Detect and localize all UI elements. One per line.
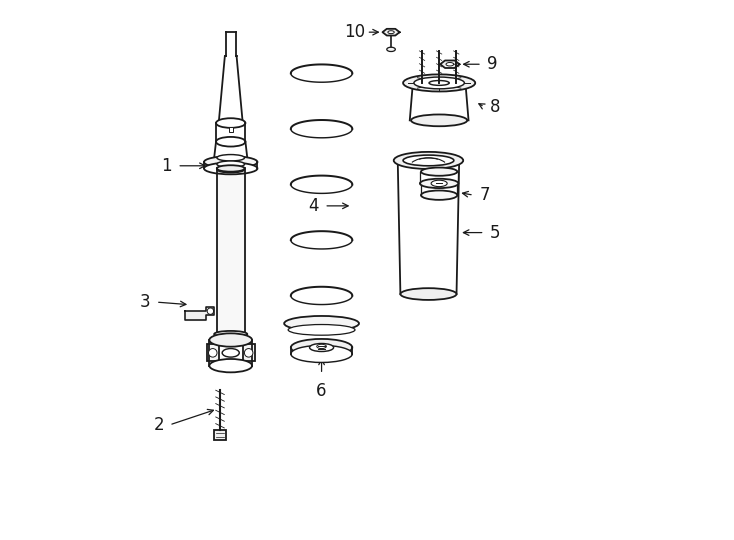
Ellipse shape [291, 346, 352, 362]
Ellipse shape [284, 316, 359, 331]
Ellipse shape [403, 155, 454, 166]
Bar [243, 345, 255, 361]
Ellipse shape [222, 348, 239, 357]
Text: 4: 4 [308, 197, 319, 215]
Polygon shape [398, 160, 459, 294]
Text: 8: 8 [490, 98, 501, 116]
Ellipse shape [446, 63, 454, 66]
Bar [207, 345, 219, 361]
Circle shape [208, 348, 217, 357]
Ellipse shape [214, 331, 247, 338]
Text: 10: 10 [344, 23, 366, 41]
Ellipse shape [216, 137, 245, 146]
Ellipse shape [288, 325, 355, 335]
Ellipse shape [217, 165, 244, 172]
Text: 5: 5 [490, 224, 501, 241]
Ellipse shape [421, 167, 457, 176]
Text: 2: 2 [153, 416, 164, 434]
Polygon shape [382, 29, 399, 36]
Ellipse shape [401, 288, 457, 300]
Ellipse shape [429, 80, 449, 85]
Text: 9: 9 [487, 55, 498, 73]
Ellipse shape [291, 339, 352, 356]
Text: 6: 6 [316, 382, 327, 400]
Ellipse shape [387, 47, 396, 51]
Text: 3: 3 [140, 293, 150, 311]
Ellipse shape [217, 166, 244, 173]
Text: 7: 7 [479, 186, 490, 204]
Ellipse shape [393, 152, 463, 169]
Text: 1: 1 [161, 157, 172, 175]
Ellipse shape [431, 180, 447, 187]
Ellipse shape [217, 154, 244, 161]
Ellipse shape [204, 163, 258, 174]
Ellipse shape [420, 179, 459, 188]
Ellipse shape [414, 77, 465, 89]
Ellipse shape [411, 114, 468, 126]
Polygon shape [410, 88, 468, 120]
Ellipse shape [209, 333, 252, 347]
Bar [228, 127, 233, 132]
Ellipse shape [209, 359, 252, 373]
Ellipse shape [403, 75, 475, 91]
Ellipse shape [310, 343, 333, 352]
Ellipse shape [216, 118, 245, 128]
Ellipse shape [317, 345, 327, 348]
Ellipse shape [204, 156, 258, 168]
Circle shape [207, 308, 214, 314]
Polygon shape [185, 307, 214, 320]
Ellipse shape [388, 31, 394, 33]
Circle shape [244, 348, 253, 357]
Bar [214, 430, 227, 440]
Ellipse shape [421, 191, 457, 200]
Polygon shape [440, 60, 459, 68]
Ellipse shape [217, 161, 244, 167]
